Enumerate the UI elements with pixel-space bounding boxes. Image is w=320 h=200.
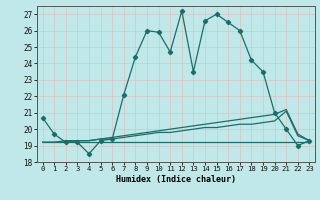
X-axis label: Humidex (Indice chaleur): Humidex (Indice chaleur) xyxy=(116,175,236,184)
